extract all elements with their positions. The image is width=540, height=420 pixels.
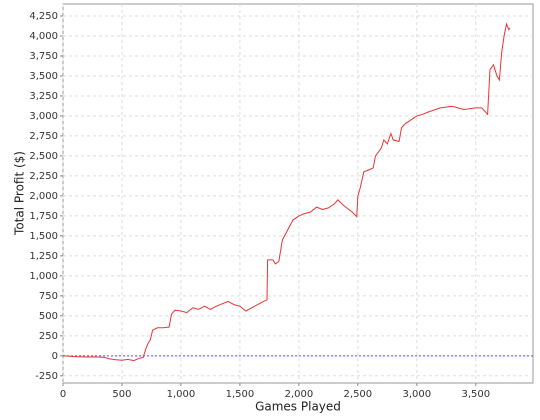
- x-tick-label: 2,500: [344, 389, 373, 400]
- y-axis-title: Total Profit ($): [13, 151, 27, 236]
- x-axis-title: Games Played: [255, 400, 341, 414]
- y-tick-label: 3,000: [29, 111, 58, 122]
- y-tick-label: 2,750: [29, 131, 58, 142]
- x-tick-label: 2,000: [285, 389, 314, 400]
- y-tick-label: 750: [39, 291, 58, 302]
- y-tick-label: 4,000: [29, 31, 58, 42]
- y-tick-label: 2,000: [29, 191, 58, 202]
- x-tick-label: 0: [60, 389, 66, 400]
- y-tick-label: -250: [35, 371, 58, 382]
- y-tick-label: 2,500: [29, 151, 58, 162]
- y-tick-label: 3,500: [29, 71, 58, 82]
- y-tick-label: 3,750: [29, 51, 58, 62]
- y-tick-label: 0: [52, 351, 58, 362]
- y-tick-label: 250: [39, 331, 58, 342]
- x-tick-label: 1,000: [167, 389, 196, 400]
- y-tick-label: 500: [39, 311, 58, 322]
- y-tick-label: 1,500: [29, 231, 58, 242]
- x-tick-label: 500: [112, 389, 131, 400]
- y-tick-label: 2,250: [29, 171, 58, 182]
- y-tick-label: 3,250: [29, 91, 58, 102]
- x-tick-label: 1,500: [226, 389, 255, 400]
- x-tick-label: 3,500: [461, 389, 490, 400]
- y-tick-label: 1,750: [29, 211, 58, 222]
- y-tick-label: 4,250: [29, 11, 58, 22]
- x-tick-label: 3,000: [403, 389, 432, 400]
- line-series: [62, 22, 511, 362]
- y-tick-label: 1,000: [29, 271, 58, 282]
- y-tick-label: 1,250: [29, 251, 58, 262]
- plot-area: [62, 3, 534, 384]
